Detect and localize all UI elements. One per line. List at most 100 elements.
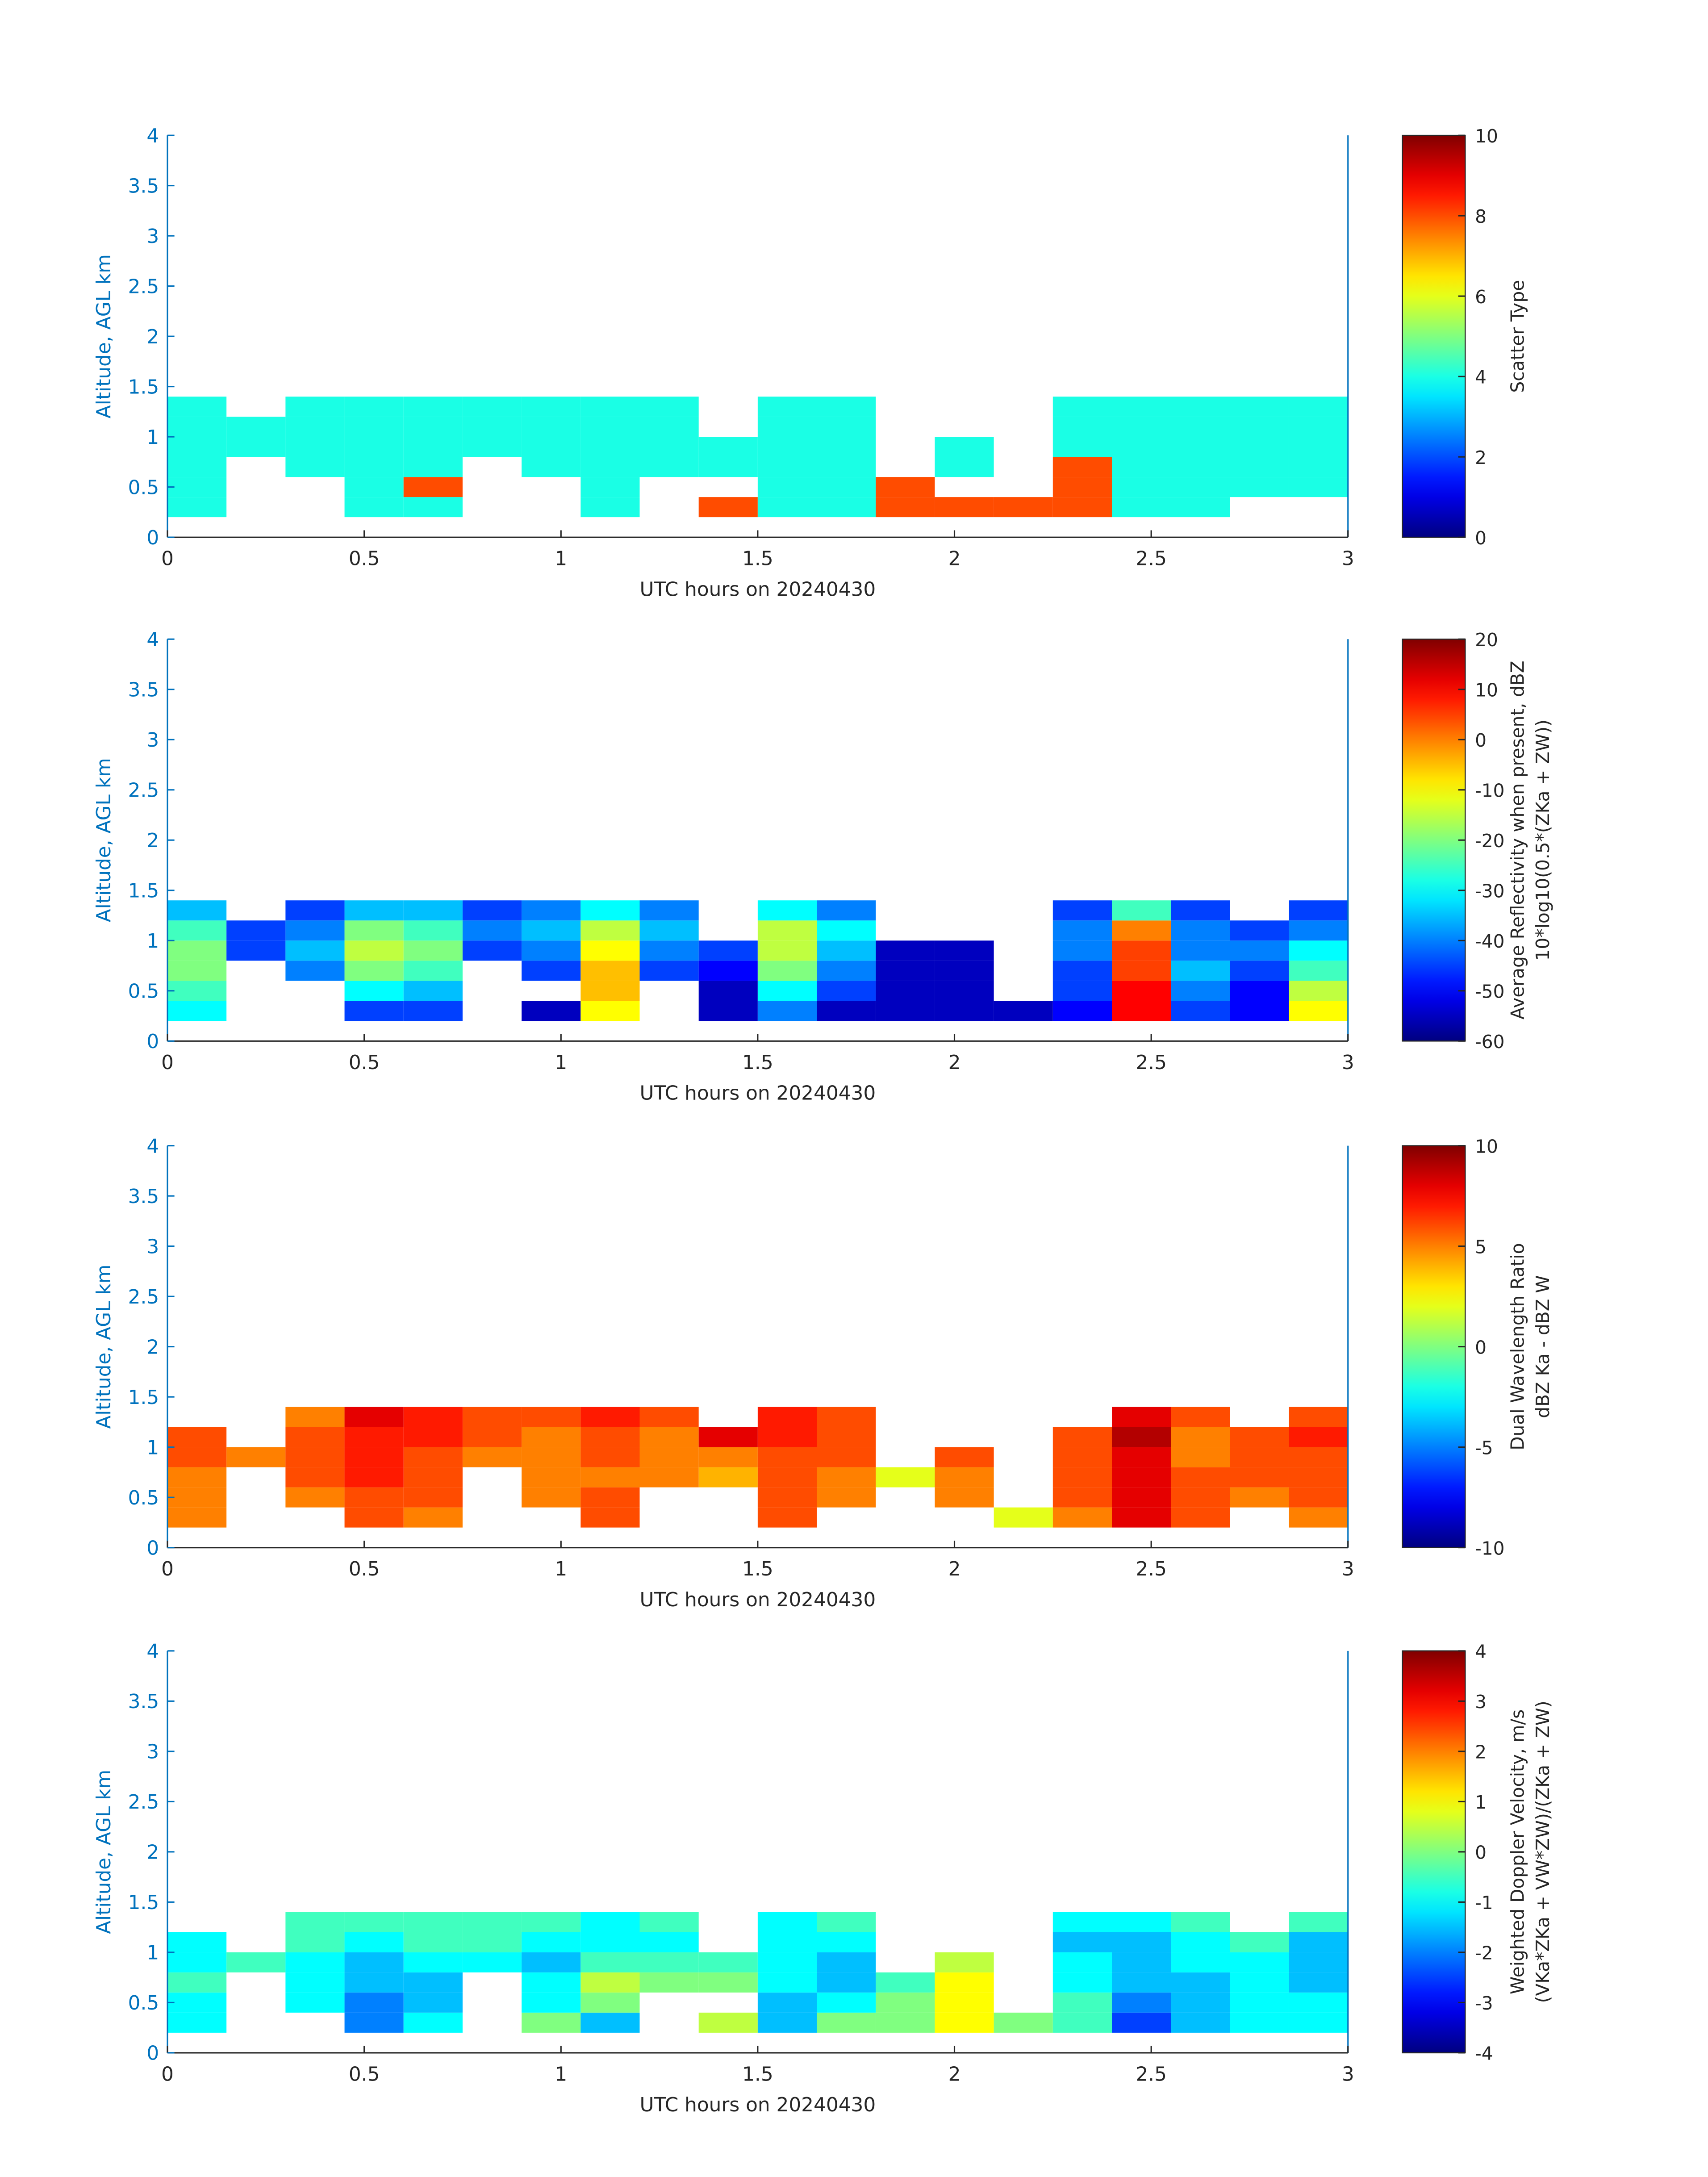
heatmap-cell [1112, 900, 1171, 921]
heatmap-cell [462, 940, 522, 961]
heatmap-cell [522, 1467, 581, 1488]
heatmap-cell [1289, 920, 1348, 941]
heatmap-cell [285, 1932, 345, 1952]
heatmap-cell [639, 1447, 699, 1467]
heatmap-cell [580, 1912, 640, 1932]
y-tick-label: 3.5 [128, 1185, 159, 1208]
heatmap-cell [817, 1912, 876, 1932]
heatmap-cell [639, 457, 699, 477]
heatmap-cell [580, 1972, 640, 1993]
heatmap-cell [344, 477, 404, 497]
heatmap-cell [935, 981, 994, 1001]
y-tick-label: 3 [146, 729, 159, 752]
heatmap-cell [639, 920, 699, 941]
y-tick-label: 2.5 [128, 275, 159, 298]
heatmap-cell [757, 1992, 817, 2013]
heatmap-cell [285, 900, 345, 921]
colorbar-tick-label: 4 [1475, 367, 1487, 388]
heatmap-cell [285, 1912, 345, 1932]
heatmap-cell [1171, 1001, 1230, 1021]
heatmap-cell [344, 497, 404, 518]
colorbar-label: (VKa*ZKa + VW*ZW)/(ZKa + ZW) [1532, 1701, 1553, 2003]
heatmap-cell [639, 1932, 699, 1952]
heatmap-cell [167, 1467, 227, 1488]
heatmap-cell [285, 1487, 345, 1508]
heatmap-cell [876, 1001, 935, 1021]
colorbar-label: dBZ Ka - dBZ W [1532, 1275, 1553, 1418]
y-tick-label: 0 [146, 1030, 159, 1053]
x-tick-label: 1 [555, 2063, 567, 2085]
heatmap-cell [698, 437, 758, 457]
colorbar-tick-label: 0 [1475, 730, 1487, 751]
heatmap-cell [522, 437, 581, 457]
heatmap-cell [1171, 437, 1230, 457]
x-tick-label: 0 [161, 2063, 174, 2085]
heatmap-cell [403, 900, 463, 921]
y-tick-label: 4 [146, 1135, 159, 1157]
heatmap-cell [757, 477, 817, 497]
heatmap-cell [462, 1912, 522, 1932]
heatmap-cell [876, 2012, 935, 2033]
heatmap-cell [403, 457, 463, 477]
heatmap-cell [1052, 1912, 1112, 1932]
heatmap-cell [167, 1932, 227, 1952]
heatmap-cell [522, 1001, 581, 1021]
heatmap-cell [817, 1467, 876, 1488]
y-tick-label: 0.5 [128, 980, 159, 1003]
heatmap-cell [876, 477, 935, 497]
heatmap-cell [698, 1952, 758, 1972]
heatmap-cell [698, 1447, 758, 1467]
heatmap-cell [344, 1932, 404, 1952]
heatmap-cell [167, 1992, 227, 2013]
heatmap-cell [1112, 940, 1171, 961]
heatmap-cell [1289, 2012, 1348, 2033]
heatmap-cell [1230, 981, 1289, 1001]
heatmap-cell [817, 417, 876, 437]
colorbar-label: Scatter Type [1507, 280, 1528, 393]
colorbar-tick-label: -50 [1475, 981, 1504, 1002]
heatmap-cell [580, 1467, 640, 1488]
heatmap-cell [344, 1487, 404, 1508]
y-tick-label: 0 [146, 1537, 159, 1559]
heatmap-cell [1171, 1507, 1230, 1528]
heatmap-cell [639, 961, 699, 981]
heatmap-cell [994, 2012, 1053, 2033]
heatmap-cell [580, 457, 640, 477]
heatmap-cell [403, 2012, 463, 2033]
heatmap-cell [403, 1507, 463, 1528]
heatmap-cell [1171, 961, 1230, 981]
heatmap-cell [580, 1952, 640, 1972]
heatmap-cell [1230, 397, 1289, 417]
heatmap-cell [935, 1952, 994, 1972]
heatmap-cell [1230, 1447, 1289, 1467]
heatmap-cell [580, 961, 640, 981]
heatmap-cell [1171, 497, 1230, 518]
x-tick-label: 2.5 [1136, 547, 1167, 570]
y-tick-label: 4 [146, 1640, 159, 1663]
heatmap-cell [462, 1447, 522, 1467]
x-tick-label: 1 [555, 1558, 567, 1580]
heatmap-cell [522, 417, 581, 437]
heatmap-cell [403, 920, 463, 941]
x-axis-label: UTC hours on 20240430 [640, 578, 876, 601]
colorbar-tick-label: 5 [1475, 1236, 1487, 1258]
heatmap-cell [817, 497, 876, 518]
heatmap-cell [1052, 1001, 1112, 1021]
heatmap-cell [403, 1427, 463, 1447]
y-tick-label: 3 [146, 225, 159, 248]
colorbar-tick-label: -30 [1475, 880, 1504, 902]
heatmap-cell [1171, 1992, 1230, 2013]
heatmap-cell [935, 1972, 994, 1993]
heatmap-cell [1230, 940, 1289, 961]
heatmap-cell [1171, 1427, 1230, 1447]
heatmap-cell [1171, 940, 1230, 961]
colorbar [1402, 1650, 1466, 2054]
x-tick-label: 2 [948, 547, 961, 570]
heatmap-cell [580, 1992, 640, 2013]
heatmap-cell [1230, 1467, 1289, 1488]
heatmap-cell [1112, 1992, 1171, 2013]
heatmap-cell [1112, 477, 1171, 497]
colorbar-tick-label: -40 [1475, 931, 1504, 952]
heatmap-cell [403, 1001, 463, 1021]
